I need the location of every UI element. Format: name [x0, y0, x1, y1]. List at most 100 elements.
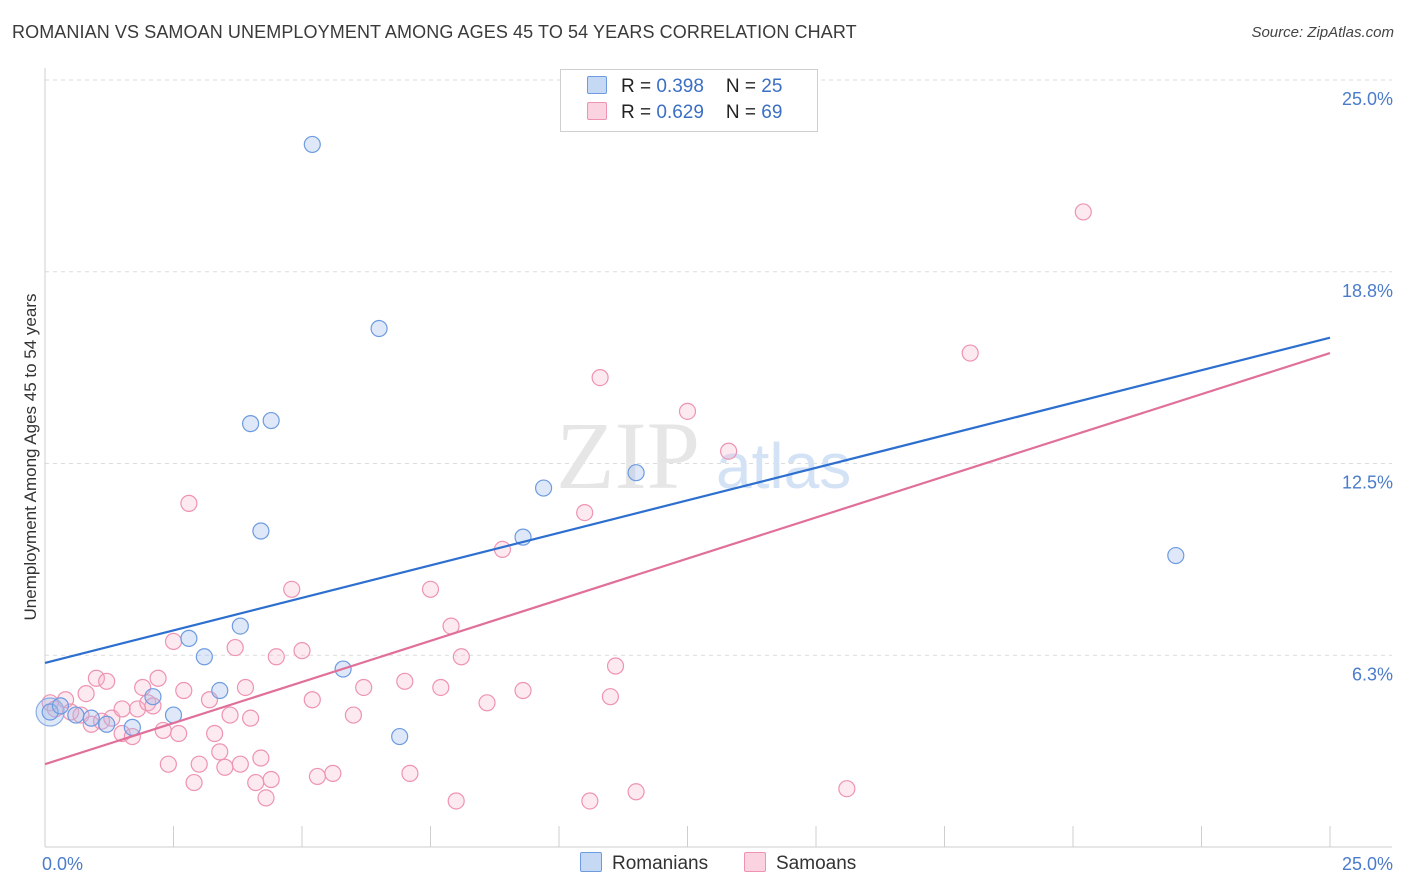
samoans-point [211, 743, 229, 761]
chart-title: ROMANIAN VS SAMOAN UNEMPLOYMENT AMONG AG… [12, 22, 857, 42]
bottom-legend-samoans: Samoans [744, 852, 856, 875]
gridlines [45, 79, 1392, 656]
romanians-point [123, 718, 141, 736]
y-tick-label-3: 25.0% [1342, 89, 1393, 109]
samoans-point [170, 724, 188, 743]
samoans-r-label: R = [621, 102, 657, 123]
romanians-swatch [587, 76, 607, 94]
source-label: Source: ZipAtlas.com [1251, 24, 1394, 41]
y-axis-label: Unemployment Among Ages 45 to 54 years [21, 294, 40, 621]
romanians-point [1167, 546, 1185, 565]
romanians-r-label: R = [621, 76, 657, 97]
samoans-point [355, 678, 373, 697]
tick-labels: 6.3% 12.5% 18.8% 25.0% 0.0% 25.0% [42, 89, 1393, 874]
x-tick-label-max: 25.0% [1342, 854, 1393, 874]
samoans-point [175, 681, 193, 700]
bottom-romanians-label: Romanians [612, 853, 709, 874]
romanians-point [262, 411, 280, 430]
romanians-point [231, 617, 249, 635]
watermark-zip: ZIP [556, 402, 700, 509]
romanians-point [211, 681, 229, 700]
samoans-point [401, 764, 419, 782]
y-tick-label-2: 18.8% [1342, 281, 1393, 301]
samoans-point [514, 681, 532, 700]
samoans-point [92, 712, 111, 730]
romanians-point [67, 706, 85, 724]
samoans-point [262, 770, 280, 789]
samoans-point [236, 678, 255, 697]
romanians-point [391, 727, 409, 746]
samoans-point [231, 755, 249, 773]
samoans-point [303, 691, 321, 709]
romanians-point [51, 697, 70, 715]
bottom-legend-romanians: Romanians [580, 852, 708, 875]
watermark: ZIP atlas [556, 402, 851, 509]
samoans-point [216, 758, 234, 776]
samoans-point [77, 684, 95, 703]
samoans-point [627, 783, 645, 801]
samoans-point [324, 764, 342, 782]
romanians-point [144, 688, 162, 706]
samoans-point [257, 789, 275, 807]
bottom-samoans-label: Samoans [776, 853, 857, 874]
legend-row-samoans: R = 0.629 N = 69 [587, 102, 782, 126]
samoans-n-value: 69 [761, 102, 783, 123]
samoans-swatch [587, 102, 607, 120]
romanians-point [180, 629, 198, 647]
legend-row-romanians: R = 0.398 N = 25 [587, 76, 782, 100]
trend-lines [44, 336, 1331, 766]
samoans-point [206, 724, 224, 743]
samoans-point [581, 792, 599, 810]
romanians-trend-line [44, 336, 1331, 664]
samoans-point [242, 709, 260, 727]
romanians-point-cluster [35, 697, 65, 727]
samoans-point [221, 706, 239, 724]
romanians-point [627, 464, 645, 482]
samoans-point [961, 344, 979, 362]
samoans-point [62, 703, 80, 721]
samoans-point [293, 642, 311, 660]
samoans-point [591, 368, 609, 387]
bottom-romanians-swatch [580, 852, 602, 872]
samoans-point [185, 773, 203, 792]
samoans-point [432, 678, 450, 697]
samoans-point [601, 688, 620, 706]
samoans-point [678, 402, 697, 420]
samoans-point [478, 694, 496, 712]
samoans-point [396, 672, 414, 690]
samoans-point [247, 773, 265, 792]
samoans-point [149, 669, 167, 687]
romanians-point [370, 319, 388, 338]
y-tick-label-1: 12.5% [1342, 473, 1393, 493]
samoans-points [41, 203, 1092, 810]
axes [44, 68, 1392, 848]
samoans-point [1074, 203, 1092, 221]
romanians-point [41, 703, 59, 721]
romanians-point [252, 522, 270, 540]
samoans-point [226, 638, 244, 657]
samoans-point [838, 780, 856, 798]
samoans-point [113, 700, 131, 718]
samoans-point [447, 792, 465, 810]
samoans-trend-line [44, 352, 1331, 766]
romanians-point [98, 715, 116, 733]
samoans-point [308, 767, 327, 786]
romanians-n-value: 25 [761, 76, 783, 97]
samoans-r-value: 0.629 [656, 102, 704, 123]
samoans-point [252, 749, 270, 767]
samoans-point [720, 442, 738, 460]
romanians-point [303, 135, 321, 154]
samoans-point [98, 672, 116, 690]
samoans-point [283, 580, 301, 598]
samoans-point [164, 632, 183, 651]
samoans-n-label: N = [725, 102, 762, 123]
samoans-point [421, 580, 440, 598]
legend: R = 0.398 N = 25 R = 0.629 N = 69 [560, 69, 818, 132]
samoans-point [87, 669, 106, 687]
x-tick-label-min: 0.0% [42, 854, 83, 874]
romanians-point [242, 415, 260, 433]
samoans-point [159, 755, 177, 773]
samoans-point [452, 648, 470, 666]
romanians-r-value: 0.398 [656, 76, 704, 97]
